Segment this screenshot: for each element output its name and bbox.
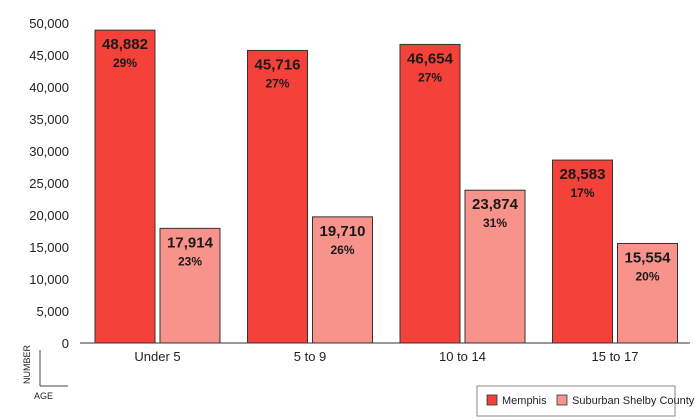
x-category-label: Under 5 (134, 349, 180, 364)
y-tick-label: 5,000 (36, 304, 69, 319)
bar-value-label: 19,710 (320, 223, 366, 240)
y-tick-label: 10,000 (29, 272, 69, 287)
bar-percent-label: 20% (635, 269, 659, 283)
bar (94, 29, 156, 344)
y-tick-label: 50,000 (29, 16, 69, 31)
y-tick-label: 0 (62, 336, 69, 351)
bar-value-label: 45,716 (255, 56, 301, 73)
bar-value-label: 48,882 (102, 36, 148, 53)
bar (312, 216, 373, 344)
bar (552, 159, 613, 344)
bar-value-label: 15,554 (625, 249, 672, 266)
bar-percent-label: 27% (265, 76, 289, 90)
bar-value-label: 46,654 (407, 50, 454, 67)
legend-box (476, 385, 676, 417)
bar-percent-label: 26% (330, 243, 354, 257)
y-tick-label: 40,000 (29, 80, 69, 95)
x-category-label: 15 to 17 (592, 349, 639, 364)
bar-percent-label: 31% (483, 216, 507, 230)
bar-value-label: 28,583 (560, 166, 606, 183)
legend-swatch-suburban (556, 394, 568, 406)
bar-value-label: 17,914 (167, 234, 214, 251)
bar-percent-label: 17% (570, 186, 594, 200)
y-tick-label: 35,000 (29, 112, 69, 127)
bar-percent-label: 23% (178, 254, 202, 268)
x-category-label: 5 to 9 (294, 349, 327, 364)
y-axis-title: NUMBER (22, 344, 32, 384)
y-tick-label: 20,000 (29, 208, 69, 223)
legend-swatch-memphis (486, 394, 498, 406)
y-axis-ticks: 0 5,000 10,000 15,000 20,000 25,000 30,000 35,0… (29, 16, 69, 351)
x-category-label: 10 to 14 (439, 349, 486, 364)
bar (464, 189, 526, 344)
y-tick-label: 45,000 (29, 48, 69, 63)
bar (617, 242, 678, 344)
bar-percent-label: 27% (418, 70, 442, 84)
bar-value-label: 23,874 (472, 196, 519, 213)
category-labels: Under 5 5 to 9 10 to 14 15 to 17 (134, 349, 638, 364)
bar (159, 227, 221, 344)
y-tick-label: 25,000 (29, 176, 69, 191)
bar (399, 43, 461, 344)
bar (247, 49, 308, 344)
x-axis-title: AGE (34, 391, 53, 401)
bar-percent-label: 29% (113, 56, 137, 70)
legend-label-memphis: Memphis (502, 395, 547, 407)
bars: 48,882 29% 17,914 23% 45,716 27% 19,710 26% 46,6… (94, 29, 678, 344)
axis-title-corner: NUMBER AGE (22, 344, 68, 401)
y-tick-label: 30,000 (29, 144, 69, 159)
legend: Memphis Suburban Shelby County (476, 385, 695, 417)
y-tick-label: 15,000 (29, 240, 69, 255)
legend-label-suburban: Suburban Shelby County (572, 395, 695, 407)
